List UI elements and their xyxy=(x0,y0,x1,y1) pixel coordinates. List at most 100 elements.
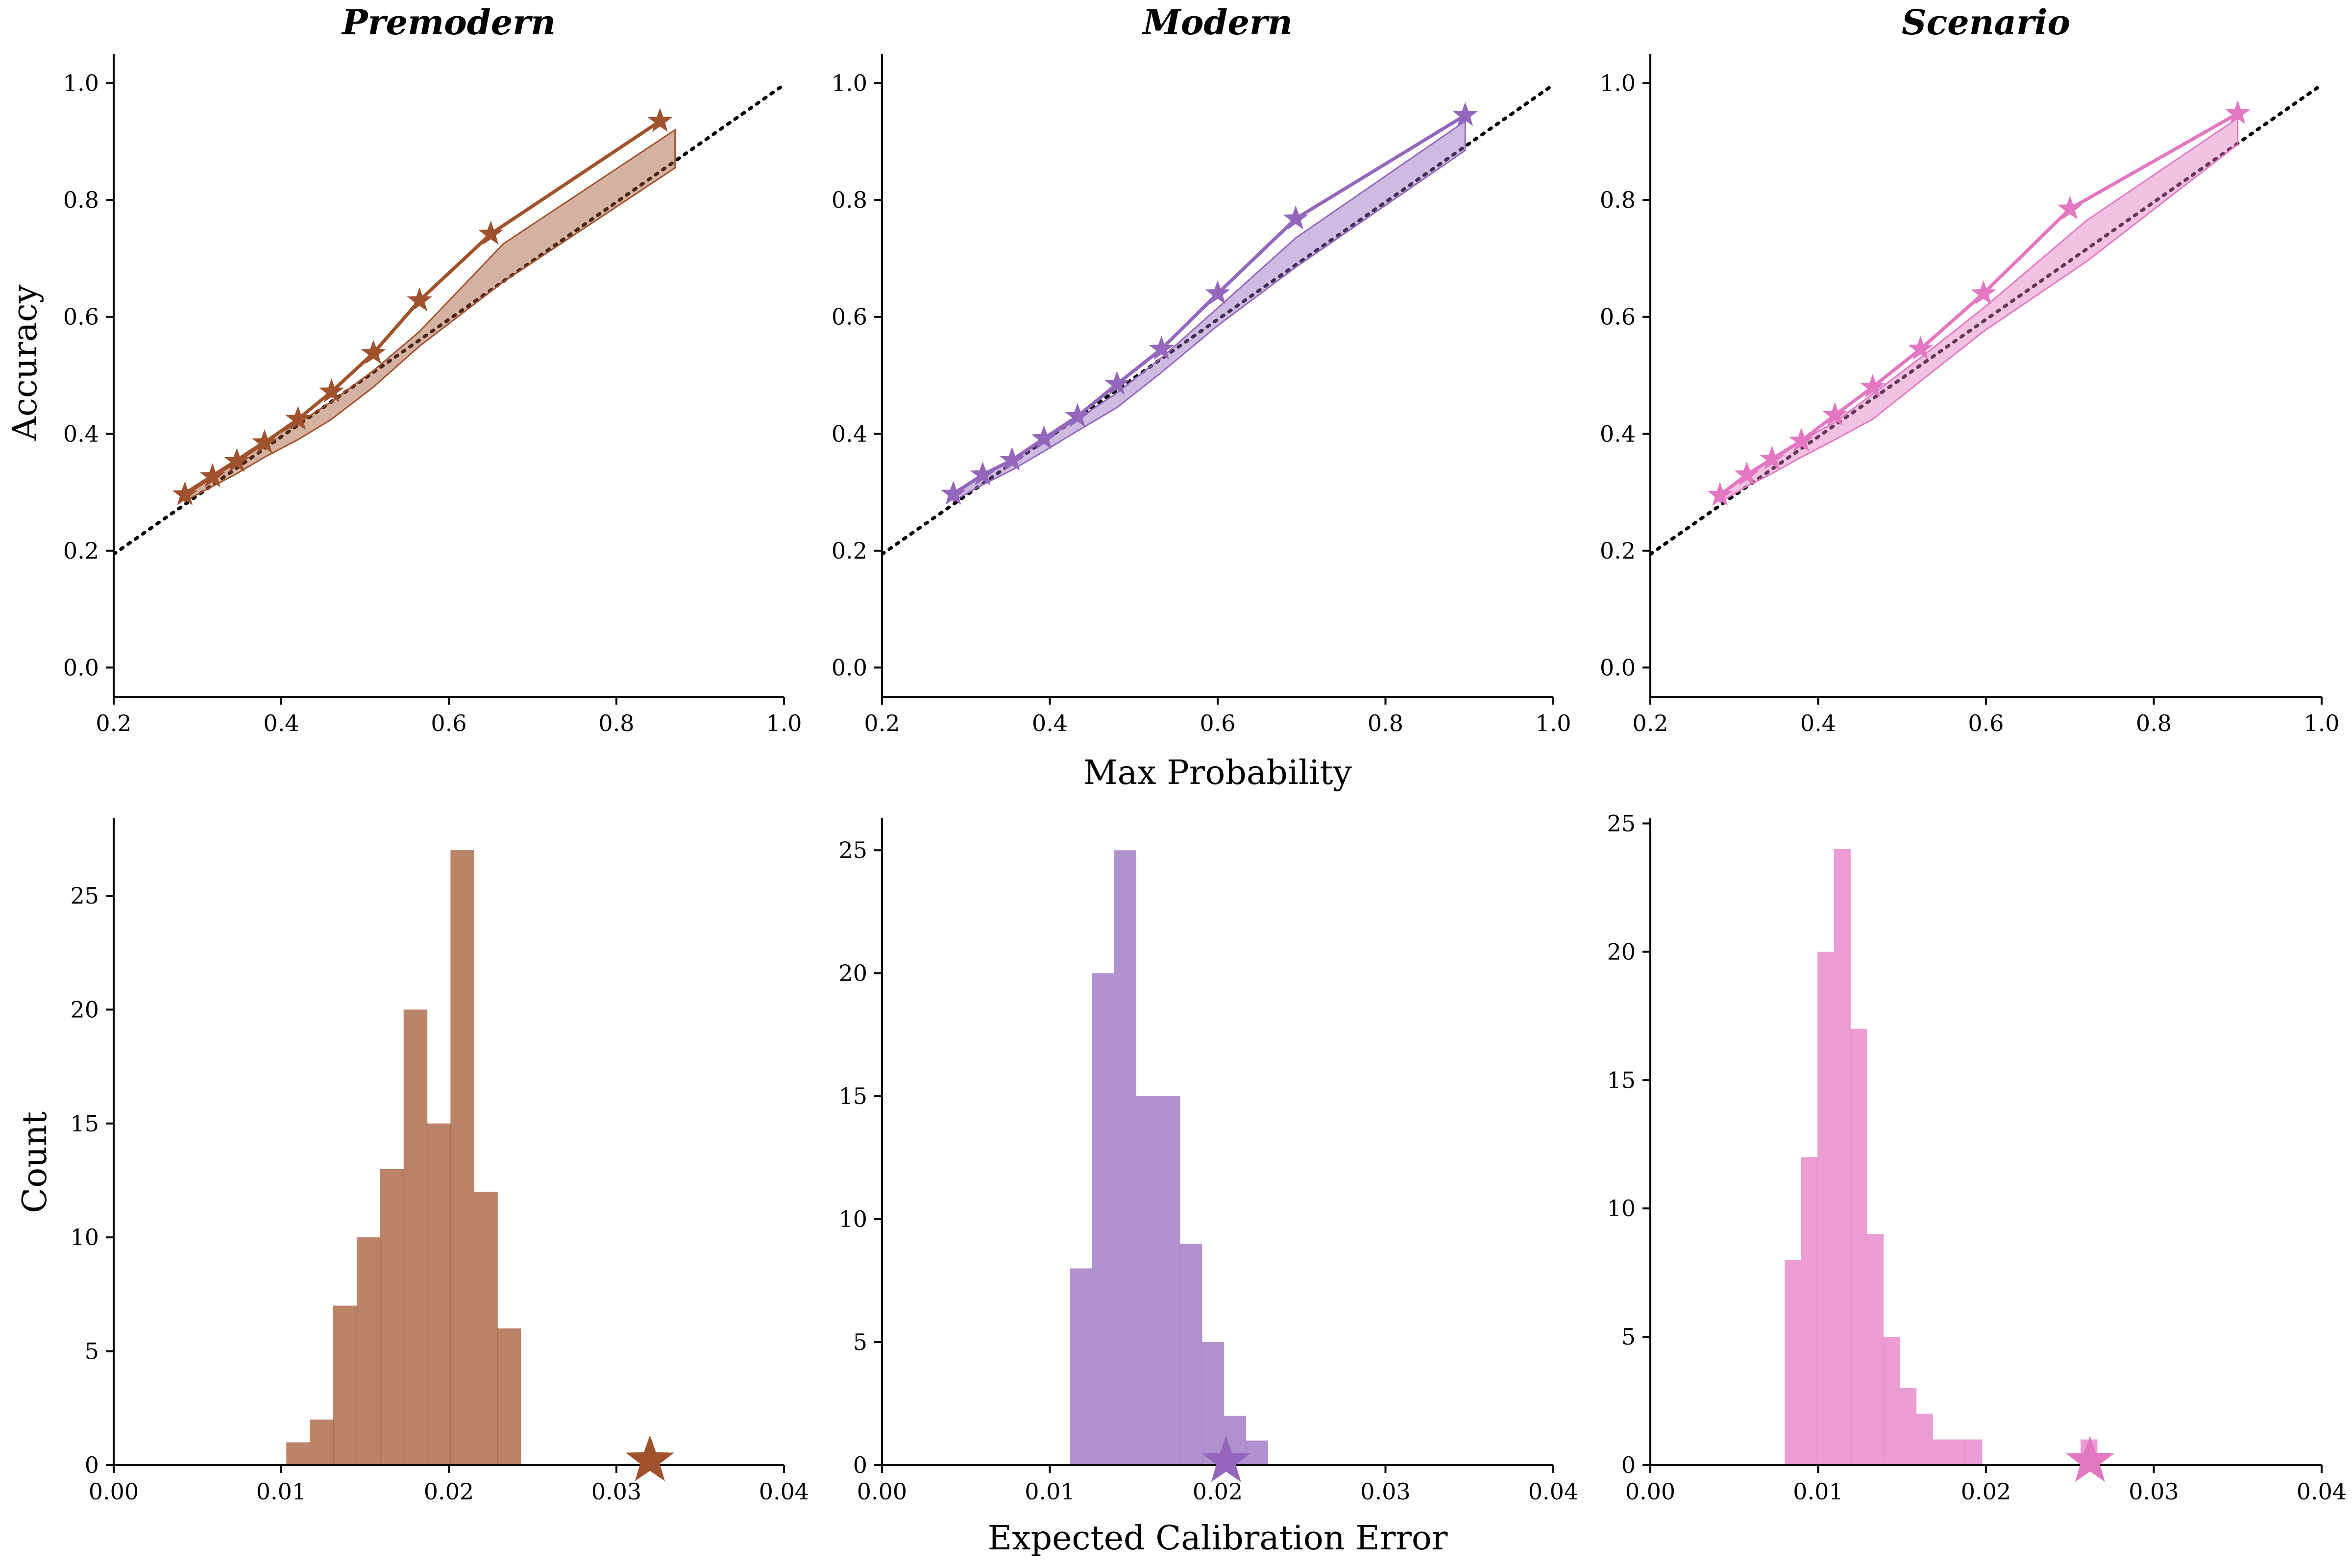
y-axis-title-accuracy: Accuracy xyxy=(6,284,45,441)
premodern-histogram-bar xyxy=(497,1328,521,1465)
modern-reference-diagonal xyxy=(882,83,1553,556)
modern-y-tick-label: 0 xyxy=(853,1452,867,1478)
modern-calibration-point xyxy=(1205,280,1230,304)
modern-histogram-bar xyxy=(1246,1440,1268,1465)
premodern-title: Premodern xyxy=(341,2,556,43)
premodern-histogram-bar xyxy=(450,850,474,1465)
premodern-x-tick-label: 0.00 xyxy=(89,1478,139,1505)
premodern-x-tick-label: 0.4 xyxy=(263,710,299,736)
premodern-calibration-point xyxy=(285,406,311,430)
scenario-calibration-panel: Scenario 0.2 0.4 0.6 0.8 1.0 0.0 0.2 0.4 0.6 0.8 1… xyxy=(1600,2,2340,736)
premodern-y-tick-label: 25 xyxy=(70,882,99,909)
modern-x-tick-label: 0.00 xyxy=(857,1478,907,1505)
scenario-y-tick-label: 0 xyxy=(1621,1452,1636,1478)
modern-y-tick-label: 0.4 xyxy=(832,420,867,447)
scenario-observed-ece-star xyxy=(2065,1436,2114,1482)
modern-histogram-bar xyxy=(1136,1096,1158,1465)
premodern-histogram-bar xyxy=(286,1442,310,1465)
scenario-y-tick-label: 5 xyxy=(1621,1323,1636,1350)
scenario-x-tick-label: 0.8 xyxy=(2136,710,2172,736)
scenario-title: Scenario xyxy=(1902,2,2070,43)
modern-calibration-point xyxy=(999,446,1025,471)
scenario-x-tick-label: 0.2 xyxy=(1632,710,1668,736)
scenario-y-tick-label: 25 xyxy=(1607,810,1636,836)
premodern-histogram-bar xyxy=(403,1009,428,1465)
scenario-ece-histogram-panel: 0.00 0.01 0.02 0.03 0.04 0 5 10 15 20 25 xyxy=(1607,810,2347,1505)
scenario-histogram-bar xyxy=(1933,1439,1950,1465)
premodern-calibration-point xyxy=(478,220,504,245)
modern-x-tick-label: 0.4 xyxy=(1032,710,1068,736)
premodern-calibration-point xyxy=(200,463,225,488)
modern-calibration-point xyxy=(1031,425,1057,449)
modern-calibration-point xyxy=(1149,336,1174,360)
premodern-x-tick-label: 0.04 xyxy=(759,1478,809,1505)
scenario-y-tick-label: 0.0 xyxy=(1600,654,1636,681)
modern-calibration-point xyxy=(940,481,966,505)
scenario-x-tick-label: 0.4 xyxy=(1800,710,1836,736)
premodern-calibration-point xyxy=(647,108,673,132)
scenario-confidence-band xyxy=(1719,117,2239,504)
scenario-calibration-point xyxy=(1971,280,1996,304)
scenario-x-tick-label: 0.00 xyxy=(1625,1478,1675,1505)
premodern-calibration-point xyxy=(407,287,432,312)
scenario-calibration-point xyxy=(2057,196,2082,220)
scenario-histogram-bar xyxy=(1949,1439,1966,1465)
modern-y-tick-label: 0.6 xyxy=(832,304,867,330)
scenario-x-tick-label: 0.03 xyxy=(2129,1478,2179,1505)
modern-calibration-point xyxy=(1104,370,1130,395)
premodern-x-tick-label: 0.8 xyxy=(598,710,634,736)
scenario-histogram-bar xyxy=(1801,1157,1818,1465)
premodern-calibration-line xyxy=(184,120,661,496)
scenario-x-tick-label: 0.04 xyxy=(2297,1478,2347,1505)
scenario-calibration-point xyxy=(2225,100,2251,124)
scenario-calibration-point xyxy=(1822,402,1848,426)
premodern-y-tick-label: 15 xyxy=(70,1110,99,1137)
scenario-calibration-line xyxy=(1718,112,2239,497)
premodern-histogram-bar xyxy=(474,1192,498,1465)
premodern-reference-diagonal xyxy=(114,83,784,556)
premodern-calibration-point xyxy=(318,378,344,403)
premodern-histogram-bar xyxy=(356,1237,381,1465)
premodern-x-tick-label: 0.6 xyxy=(431,710,466,736)
modern-y-tick-label: 1.0 xyxy=(832,70,867,97)
scenario-histogram-bar xyxy=(1850,1029,1867,1465)
premodern-calibration-point xyxy=(252,429,277,453)
modern-y-tick-label: 10 xyxy=(838,1206,867,1232)
modern-calibration-panel: Modern 0.2 0.4 0.6 0.8 1.0 0.0 0.2 0.4 0.6 0.8 1.0… xyxy=(832,2,1571,792)
modern-x-tick-label: 0.6 xyxy=(1200,710,1235,736)
premodern-calibration-point xyxy=(361,340,386,364)
modern-y-tick-label: 0.8 xyxy=(832,187,867,213)
modern-x-tick-label: 0.03 xyxy=(1360,1478,1410,1505)
modern-y-tick-label: 25 xyxy=(838,837,867,863)
scenario-y-tick-label: 0.6 xyxy=(1600,304,1636,330)
scenario-histogram-bar xyxy=(1817,952,1835,1465)
premodern-histogram-bar xyxy=(333,1305,357,1465)
scenario-x-tick-label: 1.0 xyxy=(2303,710,2339,736)
y-axis-title-count: Count xyxy=(16,1111,54,1213)
scenario-x-tick-label: 0.02 xyxy=(1961,1478,2011,1505)
premodern-x-tick-label: 0.03 xyxy=(591,1478,641,1505)
modern-x-tick-label: 0.2 xyxy=(864,710,900,736)
scenario-y-tick-label: 0.4 xyxy=(1600,420,1636,447)
modern-calibration-point xyxy=(1283,205,1308,230)
scenario-histogram-bar xyxy=(1916,1414,1933,1465)
premodern-observed-ece-star xyxy=(625,1435,674,1481)
modern-histogram-bar xyxy=(1158,1096,1180,1465)
modern-x-tick-label: 0.04 xyxy=(1528,1478,1578,1505)
premodern-calibration-point xyxy=(172,481,197,506)
modern-y-tick-label: 0.0 xyxy=(832,654,867,681)
modern-ece-histogram-panel: 0.00 0.01 0.02 0.03 0.04 0 5 10 15 20 25 Expected … xyxy=(838,818,1578,1558)
scenario-reference-diagonal xyxy=(1650,83,2322,556)
premodern-calibration-panel: Premodern 0.2 0.4 0.6 0.8 1.0 0.0 0.2 0.4 0.6 0.8… xyxy=(6,2,802,736)
scenario-calibration-point xyxy=(1908,336,1934,360)
scenario-y-tick-label: 15 xyxy=(1607,1067,1636,1093)
x-axis-title-max-probability: Max Probability xyxy=(1083,754,1352,792)
premodern-histogram-bar xyxy=(380,1169,404,1465)
scenario-calibration-point xyxy=(1788,427,1814,452)
scenario-y-tick-label: 0.8 xyxy=(1600,187,1636,213)
scenario-y-tick-label: 10 xyxy=(1607,1195,1636,1222)
scenario-histogram-bar xyxy=(1785,1260,1802,1465)
modern-calibration-line xyxy=(952,114,1467,496)
premodern-y-tick-label: 0.8 xyxy=(63,187,99,213)
